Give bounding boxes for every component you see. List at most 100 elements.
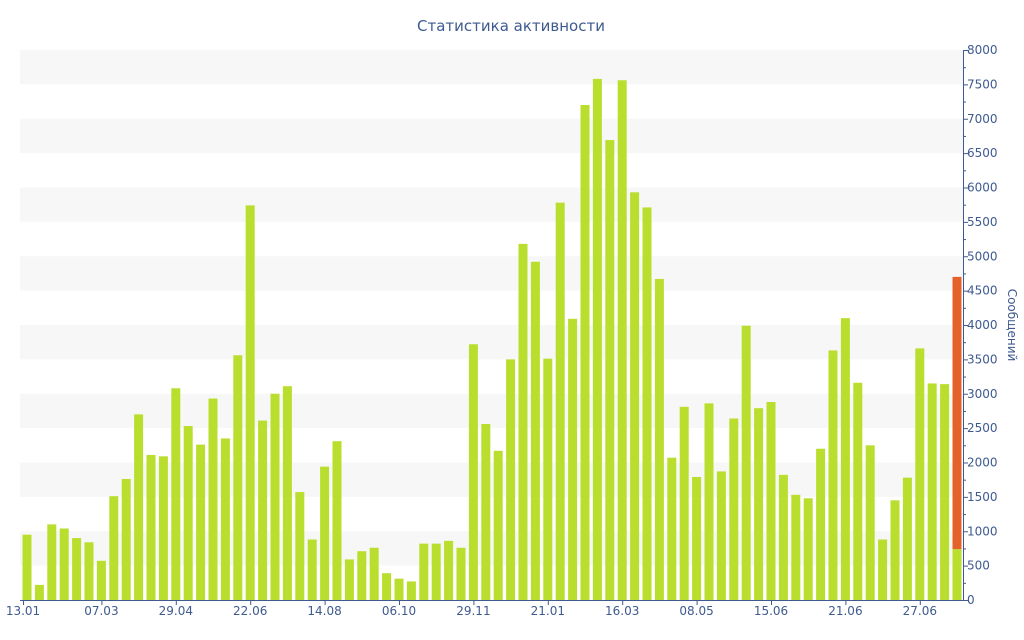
bar — [344, 559, 354, 600]
bar — [96, 560, 106, 600]
bar — [146, 454, 156, 600]
bar — [630, 192, 640, 600]
bar — [208, 398, 218, 600]
y-tick-label: 3000 — [967, 387, 998, 401]
bar — [530, 261, 540, 600]
bar — [444, 540, 454, 600]
chart-title: Статистика активности — [417, 17, 605, 35]
bar — [940, 384, 950, 600]
x-tick-label: 27.06 — [903, 604, 937, 618]
bar — [840, 318, 850, 600]
x-axis-ticks: 13.01 07.03 29.04 22.06 14.08 06.10 29.11 21.01… — [6, 600, 937, 618]
y-tick-label: 5000 — [967, 249, 998, 263]
bar — [778, 474, 788, 600]
bar — [741, 325, 751, 600]
bar — [952, 549, 962, 600]
bar — [183, 426, 193, 600]
bar — [915, 348, 925, 600]
bar — [754, 408, 764, 600]
bar — [729, 418, 739, 600]
bar — [828, 350, 838, 600]
bar — [853, 382, 863, 600]
x-tick-label: 21.06 — [828, 604, 862, 618]
bar — [72, 538, 82, 600]
bar — [270, 393, 280, 600]
grid-band — [20, 50, 963, 85]
bar — [654, 278, 664, 600]
grid-band — [20, 393, 963, 429]
bar — [282, 386, 292, 600]
bar — [158, 456, 168, 600]
y-tick-label: 7000 — [967, 112, 998, 126]
grid-bands — [20, 50, 963, 566]
bar — [642, 207, 652, 600]
y-tick-label: 4000 — [967, 318, 998, 332]
grid-band — [20, 325, 963, 360]
bar — [865, 445, 875, 600]
grid-band — [20, 256, 963, 291]
bar — [679, 406, 689, 600]
bar — [121, 479, 131, 600]
bar — [109, 496, 119, 600]
bar — [580, 105, 590, 600]
bar — [220, 438, 230, 600]
bar — [716, 471, 726, 600]
bar — [369, 547, 379, 600]
bar — [791, 494, 801, 600]
bar — [456, 547, 466, 600]
y-tick-label: 1000 — [967, 524, 998, 538]
x-tick-label: 29.04 — [159, 604, 193, 618]
x-tick-label: 21.01 — [531, 604, 565, 618]
bar — [47, 524, 57, 600]
bar — [766, 402, 776, 600]
x-tick-label: 08.05 — [679, 604, 713, 618]
bar — [555, 202, 565, 600]
bar — [704, 403, 714, 600]
grid-band — [20, 187, 963, 222]
bar — [506, 359, 516, 600]
x-tick-label: 22.06 — [233, 604, 267, 618]
y-tick-label: 2500 — [967, 421, 998, 435]
y-tick-label: 0 — [967, 593, 975, 607]
bar — [568, 318, 578, 600]
bar — [307, 539, 317, 600]
bar — [518, 243, 528, 600]
bar — [245, 205, 255, 600]
bar — [667, 457, 677, 600]
bar — [902, 477, 912, 600]
x-tick-label: 13.01 — [6, 604, 40, 618]
bar — [468, 344, 478, 600]
x-tick-label: 29.11 — [456, 604, 490, 618]
x-tick-label: 15.06 — [754, 604, 788, 618]
bar — [258, 420, 268, 600]
y-tick-label: 6500 — [967, 146, 998, 160]
bar — [295, 492, 305, 600]
y-tick-label: 1500 — [967, 490, 998, 504]
bar — [493, 450, 503, 600]
bar — [382, 573, 392, 600]
bar — [816, 448, 826, 600]
y-tick-label: 6000 — [967, 181, 998, 195]
bar — [406, 581, 416, 600]
x-tick-label: 07.03 — [84, 604, 118, 618]
bar — [605, 140, 615, 600]
bar — [34, 584, 44, 600]
y-tick-label: 2000 — [967, 456, 998, 470]
bar — [357, 551, 367, 600]
y-tick-label: 500 — [967, 559, 990, 573]
bar — [592, 78, 602, 600]
y-axis-label: Сообщений — [1005, 289, 1019, 362]
y-axis-ticks: 0 500 1000 1500 2000 2500 3000 3500 4000 4500 5000… — [963, 43, 998, 607]
y-tick-label: 8000 — [967, 43, 998, 57]
bar — [617, 80, 627, 600]
bar — [878, 539, 888, 600]
y-tick-label: 7500 — [967, 77, 998, 91]
x-tick-label: 16.03 — [605, 604, 639, 618]
bar — [84, 542, 94, 600]
bar — [134, 414, 144, 600]
bar-series — [22, 78, 962, 600]
x-tick-label: 06.10 — [382, 604, 416, 618]
bar — [320, 466, 330, 600]
bar — [543, 358, 553, 600]
